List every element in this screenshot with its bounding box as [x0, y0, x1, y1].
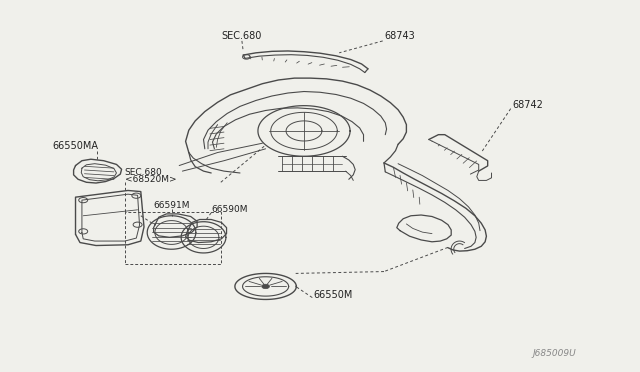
Text: SEC.680: SEC.680	[125, 168, 163, 177]
Text: 68743: 68743	[384, 31, 415, 41]
Text: 66550MA: 66550MA	[52, 141, 99, 151]
Text: SEC.680: SEC.680	[221, 31, 262, 41]
Text: 66591M: 66591M	[154, 201, 190, 210]
Text: 66590M: 66590M	[211, 205, 248, 214]
Text: 66550M: 66550M	[314, 289, 353, 299]
Text: J685009U: J685009U	[532, 349, 576, 358]
Text: 68742: 68742	[512, 100, 543, 110]
Circle shape	[262, 284, 269, 289]
Text: <68520M>: <68520M>	[125, 175, 177, 184]
